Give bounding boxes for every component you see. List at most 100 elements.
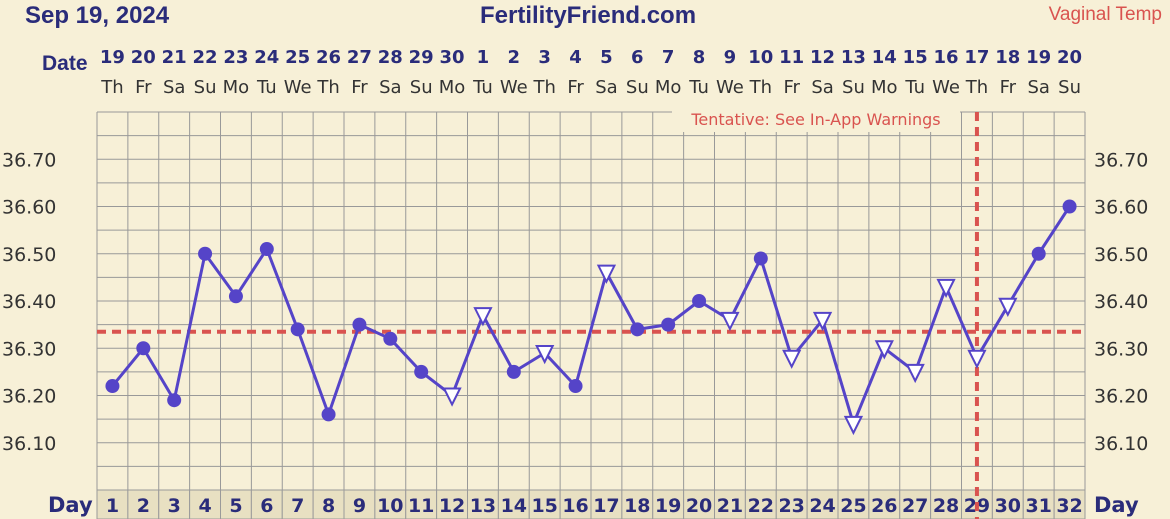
weekday-label: Th (532, 77, 555, 98)
site-title: FertilityFriend.com (480, 2, 697, 29)
weekday-label: Su (842, 77, 865, 98)
y-tick-label-left: 36.10 (2, 433, 56, 455)
weekday-label: Mo (655, 77, 682, 98)
y-tick-label-right: 36.20 (1094, 386, 1148, 408)
date-label: 26 (316, 47, 341, 68)
day-cell (96, 489, 129, 519)
weekday-label: We (716, 77, 744, 98)
date-label: 13 (841, 47, 866, 68)
temp-point (198, 246, 213, 261)
day-number: 26 (871, 495, 897, 517)
day-number: 20 (686, 495, 712, 517)
weekday-label: We (284, 77, 312, 98)
day-cell (405, 489, 438, 519)
day-cell (189, 489, 221, 519)
weekday-label: Fr (567, 77, 584, 98)
date-label: 8 (693, 47, 706, 68)
day-number: 22 (748, 495, 774, 517)
warning-text: Tentative: See In-App Warnings (690, 110, 940, 129)
weekday-label: Tu (472, 77, 493, 98)
y-tick-label-left: 36.40 (2, 291, 56, 313)
weekday-label: Mo (439, 77, 466, 98)
temp-point (136, 341, 151, 356)
temp-point (352, 317, 367, 332)
day-number: 24 (809, 495, 835, 517)
date-label: 23 (223, 47, 248, 68)
weekday-label: Sa (379, 77, 401, 98)
day-number: 5 (229, 495, 242, 517)
temp-point-open (936, 278, 956, 299)
day-number: 21 (717, 495, 743, 517)
date-label: 22 (193, 47, 218, 68)
y-tick-label-left: 36.70 (2, 149, 56, 171)
y-tick-label-left: 36.20 (2, 386, 56, 408)
day-number: 15 (531, 495, 557, 517)
date-label: 19 (1026, 47, 1051, 68)
temp-method-label: Vaginal Temp (1048, 4, 1162, 25)
day-cell (775, 489, 808, 519)
chart-date: Sep 19, 2024 (25, 2, 170, 29)
day-row-label-left: Day (48, 493, 93, 517)
date-label: 2 (508, 47, 521, 68)
day-cell (497, 489, 530, 519)
day-number: 9 (353, 495, 366, 517)
day-number: 32 (1056, 495, 1082, 517)
date-label: 20 (131, 47, 156, 68)
date-label: 5 (600, 47, 613, 68)
day-number: 16 (562, 495, 588, 517)
day-number: 7 (291, 495, 304, 517)
temp-point (321, 407, 336, 422)
temp-point-open (473, 307, 493, 327)
weekday-label: Th (100, 77, 123, 98)
day-row-label-right: Day (1094, 493, 1139, 517)
weekday-label: We (500, 77, 528, 98)
day-number: 23 (778, 495, 804, 517)
day-cell (467, 489, 499, 519)
date-label: 30 (440, 47, 465, 68)
weekday-label: Sa (1027, 77, 1049, 98)
day-cell (868, 489, 901, 519)
day-number: 3 (168, 495, 181, 517)
temp-point (692, 294, 707, 308)
y-tick-label-right: 36.30 (1094, 338, 1148, 360)
weekday-label: Sa (163, 77, 185, 98)
date-label: 3 (538, 47, 551, 68)
temp-point-open (535, 344, 555, 365)
temp-point-open (874, 340, 894, 360)
day-number: 2 (137, 495, 150, 517)
day-cell (837, 489, 870, 519)
date-label: 10 (748, 47, 773, 68)
day-number: 13 (470, 495, 496, 517)
date-label: 14 (872, 47, 897, 68)
date-label: 1 (477, 47, 490, 68)
day-cell (559, 489, 592, 519)
y-tick-label-right: 36.10 (1094, 433, 1148, 455)
weekday-label: Su (626, 77, 649, 98)
date-label: 29 (409, 47, 434, 68)
date-label: 18 (995, 47, 1020, 68)
day-number: 12 (439, 495, 465, 517)
date-label: 16 (934, 47, 959, 68)
weekday-label: Th (749, 77, 772, 98)
day-cell (714, 489, 746, 519)
weekday-label: We (932, 77, 960, 98)
temp-point-open (596, 264, 617, 284)
weekday-label: Fr (783, 77, 800, 98)
date-label: 9 (724, 47, 737, 68)
temp-point (228, 289, 243, 304)
date-label: 21 (162, 47, 187, 68)
temp-point (1031, 246, 1046, 261)
temp-point (506, 364, 521, 379)
weekday-label: Fr (135, 77, 152, 98)
temp-point (105, 379, 120, 394)
temp-point (630, 322, 645, 337)
temp-point-open (442, 387, 462, 407)
temp-point (568, 379, 583, 394)
weekday-label: Th (965, 77, 988, 98)
day-cell (281, 489, 314, 519)
weekday-label: Su (410, 77, 433, 98)
temp-point (753, 251, 768, 266)
weekday-label: Fr (351, 77, 368, 98)
day-cell (127, 489, 160, 519)
